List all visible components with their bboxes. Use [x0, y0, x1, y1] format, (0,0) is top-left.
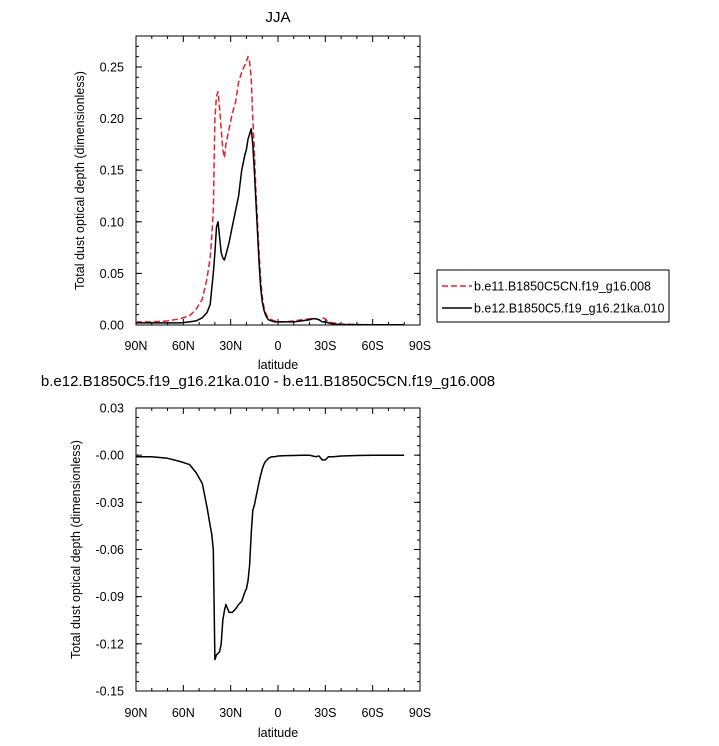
y-tick-label: 0.10 — [100, 215, 124, 229]
y-tick-label: -0.12 — [96, 637, 125, 651]
plot-frame — [135, 407, 421, 692]
series-line-2 — [136, 128, 405, 326]
y-tick-label: -0.09 — [96, 590, 125, 604]
y-axis-label: Total dust optical depth (dimensionless) — [73, 71, 87, 290]
x-tick-label: 90S — [409, 339, 431, 353]
x-axis-label: latitude — [258, 726, 298, 740]
x-tick-label: 30N — [219, 706, 242, 720]
x-tick-label: 0 — [275, 339, 282, 353]
legend: b.e11.B1850C5CN.f19_g16.008 b.e12.B1850C5… — [436, 269, 670, 323]
chart-panel-2: b.e12.B1850C5.f19_g16.21ka.010 - b.e11.B… — [41, 373, 495, 740]
x-tick-label: 0 — [275, 706, 282, 720]
x-axis-label: latitude — [258, 358, 298, 372]
y-tick-label: -0.06 — [96, 543, 125, 557]
chart-title: b.e12.B1850C5.f19_g16.21ka.010 - b.e11.B… — [41, 373, 495, 390]
legend-box — [436, 269, 670, 323]
y-tick-label: 0.15 — [100, 164, 124, 178]
y-tick-label: 0.05 — [100, 267, 124, 281]
x-tick-label: 90N — [125, 339, 148, 353]
x-tick-label: 60N — [172, 339, 195, 353]
x-tick-label: 60N — [172, 706, 195, 720]
x-tick-label: 60S — [362, 706, 384, 720]
x-tick-label: 30S — [314, 339, 336, 353]
y-tick-label: -0.15 — [96, 685, 125, 699]
series-line-1 — [136, 55, 405, 326]
y-axis-label: Total dust optical depth (dimensionless) — [69, 440, 83, 659]
y-tick-label: 0.03 — [100, 402, 124, 416]
y-tick-label: -0.00 — [96, 449, 125, 463]
legend-label-2: b.e12.B1850C5.f19_g16.21ka.010 — [474, 302, 664, 316]
y-tick-label: 0.00 — [100, 319, 124, 333]
x-tick-label: 30S — [314, 706, 336, 720]
y-tick-label: 0.20 — [100, 112, 124, 126]
x-tick-label: 30N — [219, 339, 242, 353]
plot-frame — [135, 35, 421, 326]
chart-panel-1: JJA 90N 60N 30N 0 30S 60S 90S 0.00 0.05 0.10 0.15 0.… — [73, 9, 670, 372]
series-line-1 — [136, 454, 405, 661]
x-tick-label: 60S — [362, 339, 384, 353]
chart-title: JJA — [265, 9, 290, 26]
y-tick-label: -0.03 — [96, 496, 125, 510]
legend-label-1: b.e11.B1850C5CN.f19_g16.008 — [474, 280, 651, 294]
y-tick-label: 0.25 — [100, 60, 124, 74]
x-tick-label: 90N — [125, 706, 148, 720]
x-tick-label: 90S — [409, 706, 431, 720]
